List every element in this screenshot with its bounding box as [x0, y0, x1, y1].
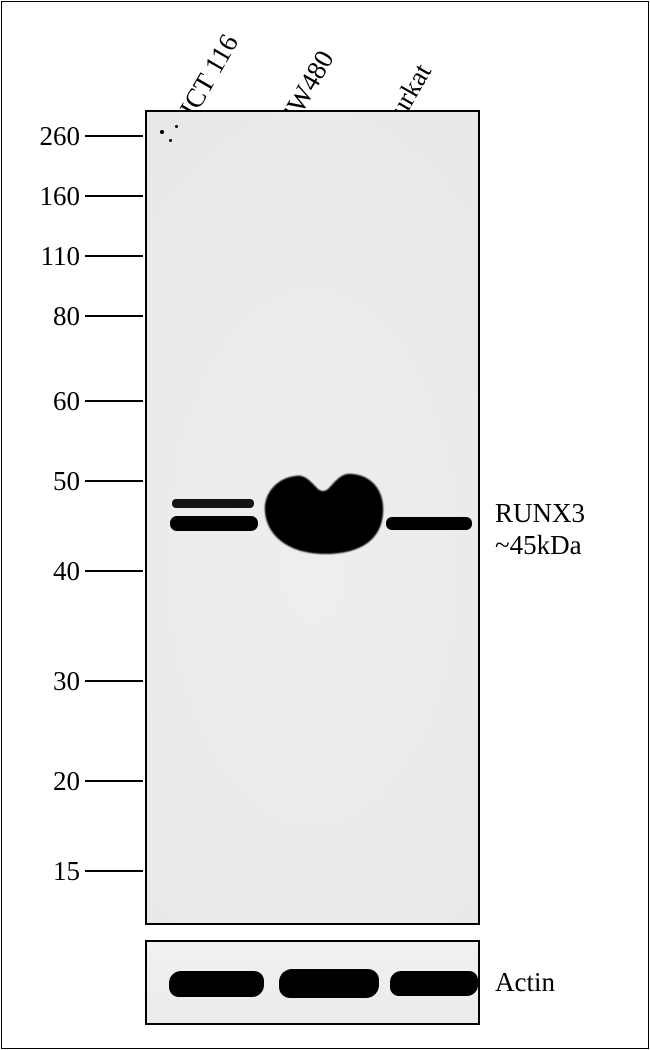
marker-60: 60: [30, 386, 80, 417]
marker-110: 110: [30, 241, 80, 272]
main-blot-membrane: [145, 110, 480, 925]
western-blot-figure: HCT 116 SW480 Jurkat 260 160 110 80 60 5…: [0, 0, 650, 1050]
marker-160: 160: [30, 181, 80, 212]
protein-name-label: RUNX3: [495, 498, 585, 529]
marker-tick: [85, 255, 143, 257]
marker-15: 15: [30, 856, 80, 887]
runx3-band-jurkat: [386, 517, 472, 530]
actin-label: Actin: [495, 967, 555, 998]
marker-40: 40: [30, 556, 80, 587]
marker-tick: [85, 400, 143, 402]
marker-30: 30: [30, 666, 80, 697]
actin-band-jurkat: [390, 971, 478, 996]
speckle: [175, 125, 178, 128]
marker-tick: [85, 870, 143, 872]
marker-tick: [85, 680, 143, 682]
marker-20: 20: [30, 766, 80, 797]
marker-80: 80: [30, 301, 80, 332]
marker-260: 260: [30, 121, 80, 152]
marker-50: 50: [30, 466, 80, 497]
runx3-band-hct116-upper: [172, 499, 254, 508]
marker-tick: [85, 315, 143, 317]
marker-tick: [85, 195, 143, 197]
speckle: [160, 130, 164, 134]
marker-tick: [85, 480, 143, 482]
speckle: [169, 139, 172, 142]
runx3-band-hct116-lower: [170, 516, 258, 531]
actin-blot-membrane: [145, 940, 480, 1025]
actin-band-hct116: [169, 971, 264, 997]
marker-tick: [85, 570, 143, 572]
marker-tick: [85, 780, 143, 782]
runx3-band-sw480: [255, 464, 390, 564]
actin-band-sw480: [279, 969, 379, 998]
marker-tick: [85, 135, 143, 137]
protein-mw-label: ~45kDa: [495, 530, 582, 561]
